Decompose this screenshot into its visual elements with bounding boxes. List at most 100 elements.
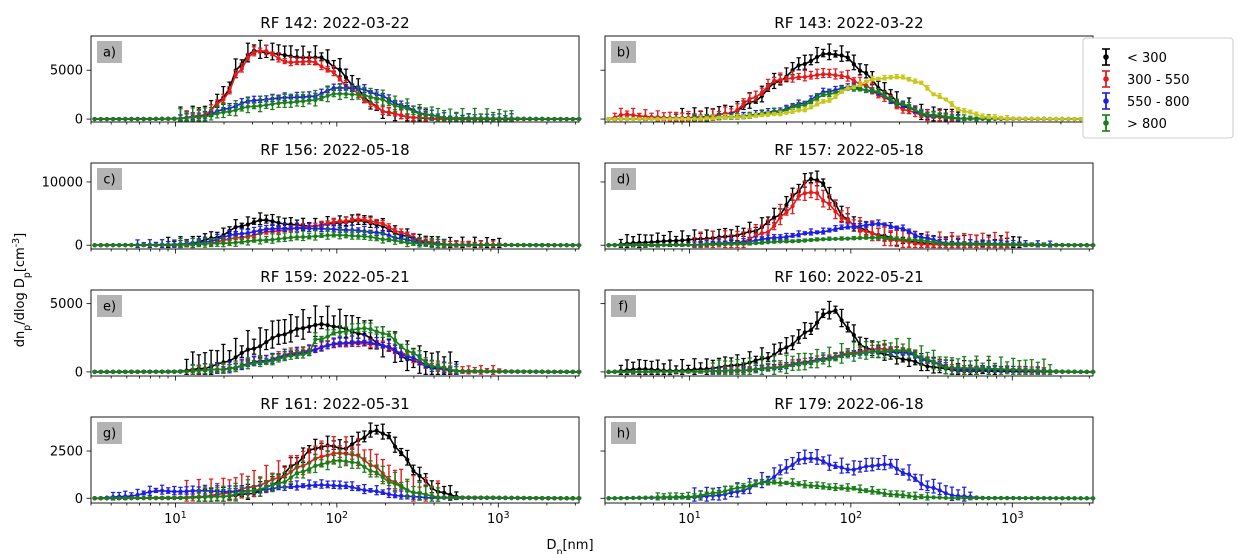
- data-point: [546, 243, 551, 248]
- data-point: [245, 230, 251, 236]
- data-point: [1035, 116, 1040, 121]
- data-point: [264, 237, 269, 243]
- data-point: [808, 176, 814, 182]
- data-point: [919, 242, 924, 247]
- data-point: [888, 97, 893, 102]
- data-point: [294, 234, 300, 240]
- data-point: [337, 77, 342, 82]
- data-point: [552, 116, 557, 122]
- data-point: [245, 104, 251, 109]
- series--800: [92, 83, 582, 122]
- panel-label-box: [611, 168, 636, 190]
- data-point: [759, 231, 765, 236]
- data-point: [778, 77, 783, 82]
- data-point: [147, 242, 152, 248]
- data-point: [258, 48, 263, 54]
- panel-label-box: [97, 41, 122, 63]
- data-point: [135, 242, 140, 248]
- data-point: [821, 92, 826, 98]
- data-point: [307, 98, 312, 103]
- panel-4: RF 157: 2022-05-18 d): [600, 141, 1096, 254]
- data-point: [618, 116, 624, 122]
- data-point: [117, 116, 122, 122]
- data-point: [643, 116, 648, 122]
- data-point: [802, 61, 807, 67]
- data-point: [802, 191, 807, 196]
- data-point: [374, 96, 379, 101]
- data-point: [454, 115, 459, 121]
- data-point: [814, 54, 820, 60]
- data-point: [833, 73, 838, 78]
- data-point: [239, 239, 244, 245]
- data-point: [392, 238, 398, 243]
- data-point: [245, 239, 251, 244]
- data-point: [411, 115, 416, 120]
- data-point: [429, 242, 434, 247]
- data-point: [802, 74, 807, 80]
- data-point: [264, 217, 269, 223]
- data-point: [227, 89, 232, 94]
- data-point: [448, 242, 453, 248]
- data-point: [98, 116, 103, 122]
- data-point: [949, 115, 955, 120]
- data-point: [747, 96, 752, 101]
- data-point: [288, 226, 293, 231]
- data-point: [368, 234, 373, 239]
- data-point: [423, 112, 428, 117]
- data-point: [313, 60, 318, 65]
- data-point: [313, 98, 318, 103]
- data-point: [356, 234, 361, 239]
- data-point: [319, 55, 324, 60]
- data-point: [814, 95, 820, 101]
- data-point: [821, 72, 826, 77]
- data-point: [184, 115, 189, 121]
- data-point: [233, 107, 238, 113]
- data-point: [857, 87, 863, 92]
- data-point: [337, 233, 342, 238]
- data-point: [129, 242, 134, 248]
- data-point: [190, 242, 195, 247]
- data-point: [772, 112, 777, 117]
- data-point: [906, 104, 912, 109]
- data-point: [949, 102, 955, 107]
- data-point: [894, 75, 899, 80]
- panel-label: a): [103, 46, 116, 61]
- data-point: [845, 55, 850, 60]
- data-point: [264, 49, 269, 54]
- data-point: [441, 242, 447, 247]
- data-point: [337, 91, 342, 96]
- data-point: [245, 55, 251, 60]
- panel-3: RF 156: 2022-05-18 c) 0 10000: [42, 141, 582, 254]
- data-point: [796, 193, 801, 198]
- data-point: [172, 242, 177, 247]
- data-point: [282, 53, 287, 58]
- data-point: [209, 241, 214, 246]
- data-point: [331, 227, 336, 232]
- data-point: [606, 116, 611, 122]
- data-point: [772, 223, 777, 229]
- data-point: [362, 93, 367, 98]
- data-point: [900, 107, 906, 112]
- data-point: [92, 116, 97, 122]
- data-point: [870, 77, 875, 82]
- data-point: [814, 72, 820, 78]
- data-point: [491, 242, 496, 248]
- data-point: [239, 106, 244, 111]
- data-point: [851, 62, 856, 67]
- data-point: [1054, 116, 1059, 121]
- data-point: [300, 59, 306, 64]
- data-point: [288, 235, 293, 240]
- data-point: [631, 113, 636, 118]
- data-point: [765, 112, 771, 117]
- data-point: [802, 102, 807, 108]
- data-point: [386, 100, 392, 105]
- data-point: [178, 116, 183, 121]
- data-point: [925, 112, 930, 117]
- y-tick-label: 5000: [50, 64, 83, 79]
- data-point: [258, 228, 263, 233]
- data-point: [919, 80, 924, 86]
- series-line: [94, 50, 579, 120]
- data-point: [123, 243, 128, 248]
- data-point: [282, 236, 287, 241]
- data-point: [900, 101, 906, 106]
